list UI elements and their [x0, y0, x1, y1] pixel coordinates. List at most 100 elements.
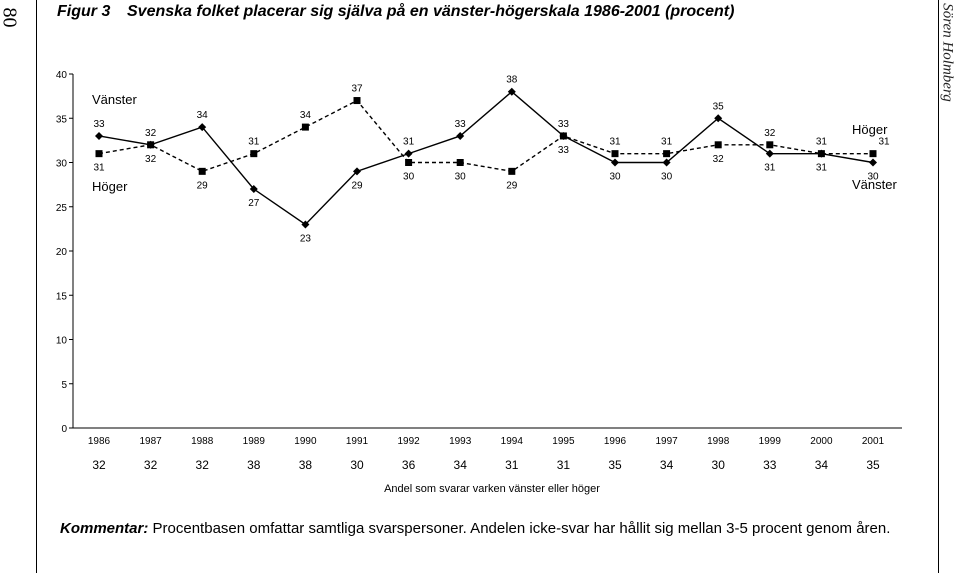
y-tick-label: 30: [56, 159, 68, 170]
point-hoger: [456, 159, 464, 166]
point-hoger: [611, 150, 619, 158]
x-tick-label: 1989: [243, 436, 266, 447]
neither-value: 32: [144, 458, 158, 472]
x-tick-label: 2001: [862, 436, 885, 447]
x-tick-label: 1993: [449, 436, 472, 447]
data-label-vanster: 34: [197, 110, 209, 121]
point-hoger: [714, 141, 722, 149]
neither-value: 32: [92, 458, 106, 472]
point-vanster: [714, 114, 723, 123]
point-hoger: [869, 150, 877, 158]
y-tick-label: 5: [61, 380, 67, 391]
y-tick-label: 25: [56, 203, 68, 214]
x-tick-label: 1992: [397, 436, 420, 447]
x-tick-label: 1996: [604, 436, 627, 447]
neither-value: 34: [660, 458, 674, 472]
point-hoger: [250, 150, 258, 158]
data-label-hoger: 34: [300, 110, 312, 121]
data-label-vanster: 31: [403, 137, 415, 148]
neither-value: 31: [557, 458, 571, 472]
data-label-vanster: 33: [93, 119, 105, 130]
right-border-rule: [938, 0, 939, 573]
point-vanster: [765, 149, 774, 158]
data-label-vanster: 27: [248, 198, 260, 209]
figure-title: Svenska folket placerar sig själva på en…: [127, 3, 735, 20]
data-label-vanster: 30: [867, 172, 879, 183]
neither-value: 38: [299, 458, 313, 472]
comment: Kommentar: Procentbasen omfattar samtlig…: [60, 520, 890, 537]
point-vanster: [404, 149, 413, 158]
data-label-vanster: 33: [455, 119, 467, 130]
data-label-vanster: 23: [300, 233, 312, 244]
point-vanster: [353, 167, 361, 176]
data-label-vanster: 33: [558, 119, 570, 130]
data-label-vanster: 29: [351, 180, 363, 191]
point-hoger: [95, 150, 103, 158]
figure-label: Figur 3: [57, 3, 111, 20]
point-vanster: [662, 158, 671, 167]
data-label-hoger: 31: [878, 137, 890, 148]
y-tick-label: 35: [56, 114, 68, 125]
point-hoger: [353, 97, 361, 105]
data-label-hoger: 29: [506, 180, 518, 191]
point-hoger: [147, 141, 155, 149]
x-tick-label: 1988: [191, 436, 214, 447]
y-tick-label: 15: [56, 291, 68, 302]
x-tick-label: 1990: [294, 436, 317, 447]
series-start-label-hoger: Höger: [92, 179, 128, 194]
x-tick-label: 2000: [810, 436, 833, 447]
neither-value: 36: [402, 458, 416, 472]
data-label-hoger: 33: [558, 145, 570, 156]
point-hoger: [559, 132, 567, 140]
neither-value: 31: [505, 458, 519, 472]
data-label-hoger: 29: [197, 180, 209, 191]
x-tick-label: 1998: [707, 436, 730, 447]
point-vanster: [301, 220, 310, 229]
data-label-vanster: 35: [713, 101, 725, 112]
comment-lead: Kommentar:: [60, 520, 149, 537]
data-label-hoger: 30: [403, 172, 415, 183]
data-label-vanster: 30: [661, 172, 673, 183]
series-end-label-vanster: Vänster: [852, 177, 897, 192]
data-label-hoger: 31: [816, 163, 828, 174]
point-vanster: [869, 158, 877, 167]
series-start-label-vanster: Vänster: [92, 92, 137, 107]
point-hoger: [508, 167, 516, 175]
point-vanster: [611, 158, 619, 167]
data-label-hoger: 31: [248, 137, 260, 148]
comment-text: Procentbasen omfattar samtliga svarspers…: [148, 520, 891, 537]
y-tick-label: 40: [56, 70, 68, 81]
y-tick-label: 0: [61, 424, 67, 435]
point-vanster: [507, 87, 516, 96]
neither-value: 34: [454, 458, 468, 472]
neither-value: 34: [815, 458, 829, 472]
neither-value: 30: [350, 458, 364, 472]
point-vanster: [456, 131, 465, 140]
data-label-hoger: 37: [351, 84, 363, 95]
x-tick-label: 1999: [759, 436, 782, 447]
point-vanster: [198, 123, 207, 132]
series-line-hoger: [98, 99, 873, 173]
x-tick-label: 1987: [139, 436, 162, 447]
series-line-vanster: [98, 90, 874, 226]
neither-value: 30: [712, 458, 726, 472]
point-vanster: [249, 185, 258, 194]
x-tick-label: 1986: [88, 436, 111, 447]
neither-value: 35: [608, 458, 622, 472]
data-label-hoger: 32: [145, 154, 157, 165]
neither-value: 38: [247, 458, 261, 472]
data-label-vanster: 32: [145, 128, 157, 139]
data-label-hoger: 31: [661, 137, 673, 148]
data-label-hoger: 32: [713, 154, 725, 165]
x-tick-label: 1997: [655, 436, 678, 447]
left-border-rule: [36, 0, 37, 573]
x-tick-label: 1995: [552, 436, 575, 447]
point-hoger: [198, 167, 206, 175]
data-label-vanster: 30: [609, 172, 621, 183]
x-tick-label: 1991: [346, 436, 369, 447]
neither-caption: Andel som svarar varken vänster eller hö…: [384, 483, 600, 495]
neither-value: 33: [763, 458, 777, 472]
point-hoger: [766, 141, 774, 149]
data-label-hoger: 31: [609, 137, 621, 148]
